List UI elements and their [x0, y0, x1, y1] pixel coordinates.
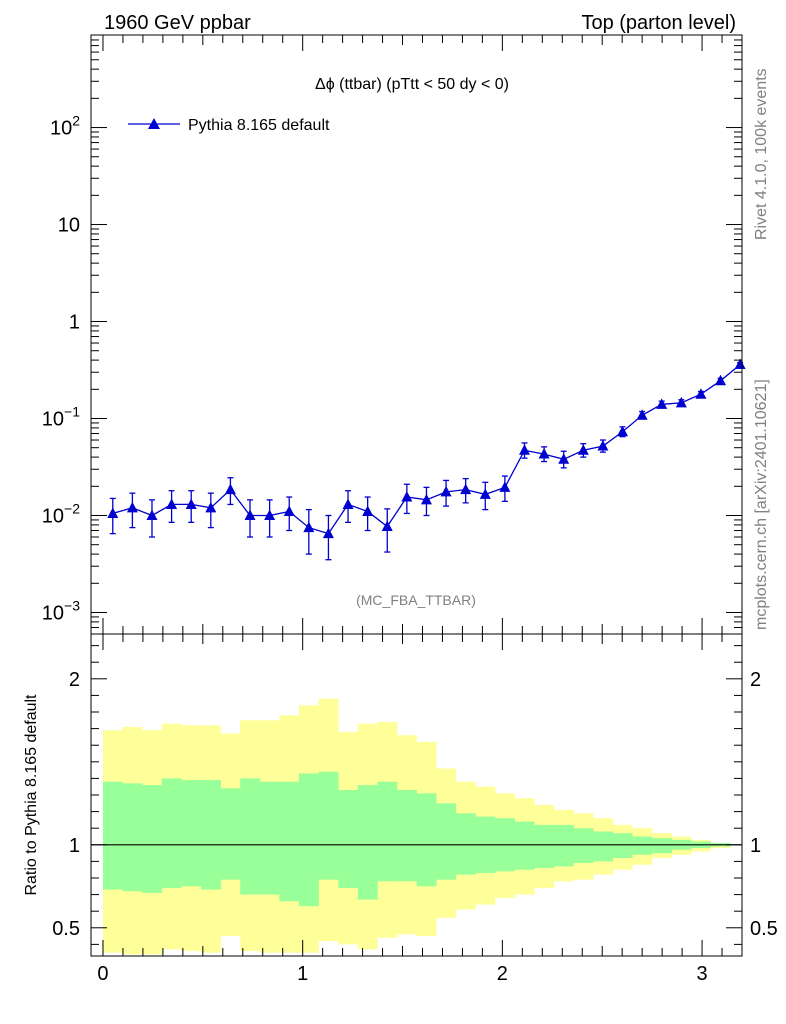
rivet-label: Rivet 4.1.0, 100k events — [753, 68, 770, 240]
data-point-marker — [322, 527, 334, 539]
data-point-marker — [479, 488, 491, 499]
data-point-marker — [420, 493, 432, 505]
ratio-frame — [90, 633, 743, 957]
ratio-ylabel: Ratio to Pythia 8.165 default — [23, 694, 40, 896]
data-point-marker — [460, 483, 472, 495]
ratio-band-inner — [338, 790, 359, 888]
data-point-marker — [636, 409, 648, 420]
ratio-band-inner — [534, 824, 555, 869]
data-point-marker — [342, 498, 354, 509]
ratio-band-inner — [593, 831, 613, 862]
watermark: (MC_FBA_TTBAR) — [356, 592, 476, 608]
data-point-marker — [146, 509, 158, 520]
mcplots-label: mcplots.cern.ch [arXiv:2401.10621] — [753, 379, 770, 630]
ratio-y-tick-label-left: 1 — [69, 835, 80, 857]
data-point-marker — [656, 398, 668, 409]
ratio-band-inner — [416, 793, 437, 887]
ratio-panel: 0.5 0.5 1 1 2 2 0 1 2 3 Ratio to Pythia 8.165 def… — [23, 633, 778, 985]
ratio-y-tick-label-right: 2 — [750, 669, 761, 691]
ratio-band-inner — [612, 833, 633, 859]
ratio-band-inner — [318, 771, 339, 880]
main-y-tick-label: 102 — [50, 113, 80, 140]
legend: Pythia 8.165 default — [128, 117, 330, 134]
main-y-tick-label: 10−3 — [42, 597, 80, 624]
ratio-band-inner — [142, 785, 163, 893]
ratio-band-inner — [377, 781, 398, 882]
data-point-marker — [244, 509, 256, 520]
ratio-band-inner — [181, 780, 202, 887]
header-left: 1960 GeV ppbar — [104, 12, 251, 34]
data-point-marker — [577, 444, 589, 455]
ratio-y-tick-label-left: 0.5 — [52, 918, 80, 940]
data-point-marker — [126, 501, 138, 513]
data-point-marker — [362, 505, 374, 516]
data-point-marker — [558, 453, 570, 464]
ratio-y-tick-label-right: 0.5 — [750, 918, 778, 940]
x-tick-label: 1 — [297, 963, 308, 985]
data-point-marker — [264, 509, 276, 520]
ratio-band-inner — [122, 783, 143, 892]
data-point-marker — [185, 498, 197, 509]
data-point-marker — [440, 485, 452, 497]
main-y-tick-label: 1 — [69, 312, 80, 334]
data-point-marker — [107, 507, 119, 518]
data-point-marker — [695, 388, 707, 399]
plot-title: Δϕ (ttbar) (pTtt < 50 dy < 0) — [315, 76, 509, 93]
ratio-band-inner — [279, 781, 300, 902]
x-tick-label: 3 — [696, 963, 707, 985]
data-point-marker — [499, 481, 511, 492]
ratio-band-inner — [553, 824, 574, 867]
ratio-band-inner — [259, 781, 280, 895]
data-point-marker — [734, 358, 746, 370]
data-point-marker — [617, 425, 629, 437]
ratio-band-inner — [220, 788, 241, 880]
x-tick-label: 2 — [497, 963, 508, 985]
ratio-band-inner — [240, 778, 261, 895]
ratio-band-inner — [102, 781, 123, 890]
data-point-marker — [381, 520, 393, 532]
ratio-band-inner — [632, 836, 653, 855]
data-point-marker — [597, 440, 609, 451]
ratio-band-inner — [161, 778, 182, 888]
ratio-band-inner — [455, 813, 476, 875]
main-y-tick-label: 10−1 — [42, 404, 80, 431]
legend-marker-icon — [148, 118, 160, 129]
data-point-marker — [715, 374, 727, 386]
data-point-marker — [401, 491, 413, 502]
data-point-marker — [283, 505, 295, 516]
ratio-band-inner — [201, 780, 221, 890]
data-point-marker — [166, 498, 178, 509]
data-point-marker — [518, 444, 530, 455]
main-panel: Δϕ (ttbar) (pTtt < 50 dy < 0) (MC_FBA_TT… — [42, 34, 746, 635]
main-y-tick-label: 10−2 — [42, 500, 80, 527]
data-point-marker — [538, 448, 550, 459]
header-right: Top (parton level) — [581, 12, 736, 34]
data-point-marker — [224, 483, 236, 495]
ratio-y-tick-label-left: 2 — [69, 669, 80, 691]
data-point-marker — [675, 396, 687, 408]
ratio-band-inner — [299, 773, 319, 907]
legend-label: Pythia 8.165 default — [188, 117, 330, 134]
ratio-band-inner — [514, 821, 535, 870]
ratio-band-inner — [397, 790, 417, 882]
ratio-band-inner — [573, 828, 594, 864]
data-point-marker — [205, 501, 217, 513]
ratio-band-inner — [436, 803, 457, 880]
ratio-band-inner — [357, 785, 378, 900]
main-y-tick-label: 10 — [58, 215, 80, 237]
x-tick-label: 0 — [97, 963, 108, 985]
ratio-band-inner — [651, 838, 672, 854]
data-point-marker — [303, 521, 315, 533]
ratio-y-tick-label-right: 1 — [750, 835, 761, 857]
